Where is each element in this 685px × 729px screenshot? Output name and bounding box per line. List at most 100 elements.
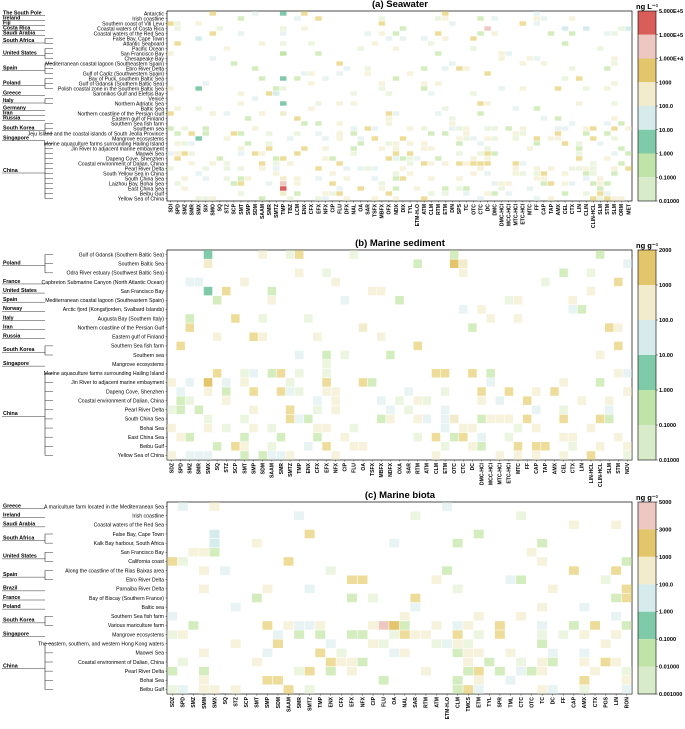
cell-bg [181, 141, 188, 146]
cell-bg [301, 146, 308, 151]
column-label: SDM [253, 204, 259, 215]
cell-bg [313, 396, 322, 405]
row-label: Mangrove ecosystems [112, 632, 164, 638]
cell-bg [463, 126, 470, 131]
cell-bg [463, 666, 474, 676]
column-label: AMX [556, 203, 562, 215]
cell-bg [449, 126, 456, 131]
cell-bg [188, 131, 195, 136]
cell-bg [442, 36, 449, 41]
cell-bg [209, 111, 217, 116]
column-label: OA [392, 697, 398, 705]
cell-bg [513, 295, 523, 305]
cell-bg [568, 442, 577, 451]
cell-bg [604, 323, 614, 332]
row-label: East China Sea [128, 435, 164, 441]
cell-bg [367, 286, 377, 296]
cell-bg [449, 21, 456, 26]
cell-bg [442, 106, 449, 111]
cell-bg [304, 584, 315, 594]
cell-bg [442, 566, 453, 575]
column-label: SCP [232, 203, 238, 214]
cell-bg [308, 81, 315, 86]
cell-bg [435, 156, 442, 161]
cell-bg [177, 502, 188, 511]
cell-bg [595, 442, 605, 451]
cell-bg [209, 56, 217, 61]
cell-bg [336, 136, 343, 141]
cell-bg [541, 442, 550, 451]
column-label: OTC [471, 204, 477, 215]
country-label: South Korea [3, 618, 35, 624]
cell-bg [258, 76, 266, 81]
cell-bg [561, 41, 569, 46]
cell-bg [223, 176, 231, 181]
cell-bg [614, 323, 623, 332]
heatmap-frame [166, 501, 633, 695]
column-label: OA [359, 204, 365, 212]
heatmap-cell [358, 323, 368, 332]
cell-bg [486, 378, 495, 387]
colorbar-segment [638, 177, 656, 201]
column-label: EFX [324, 462, 330, 473]
heatmap-cell [625, 26, 632, 31]
heatmap-cell [280, 11, 287, 16]
column-label: EFX [350, 696, 356, 707]
cell-bg [294, 268, 304, 278]
cell-bg [237, 31, 245, 36]
row-label: Marine aquaculture farms surrounding Hai… [44, 141, 164, 147]
row-label: Irish coastline [132, 16, 164, 22]
cell-bg [491, 151, 498, 156]
cell-bg [559, 405, 568, 415]
cell-bg [498, 56, 505, 61]
column-label: NAL [403, 697, 409, 707]
cell-bg [283, 621, 294, 630]
cell-bg [251, 657, 262, 667]
column-label: MTC [528, 204, 534, 215]
row-label: Northern Adriatic Sea [115, 101, 164, 107]
cell-bg [188, 621, 199, 630]
cell-bg [322, 196, 329, 201]
cell-bg [611, 56, 618, 61]
column-label: CTC [478, 204, 484, 215]
cell-bg [406, 171, 414, 176]
colorbar-segment [638, 611, 656, 640]
cell-bg [378, 81, 386, 86]
cell-bg [177, 657, 188, 667]
cell-bg [276, 368, 286, 378]
country-label: Saudi Arabia [3, 522, 35, 528]
cell-bg [420, 666, 431, 676]
column-label: SCP [233, 462, 239, 473]
row-label: Ebro River Delta [126, 66, 164, 72]
cell-bg [203, 451, 213, 460]
cell-bg [452, 639, 463, 648]
cell-bg [378, 186, 386, 191]
cell-bg [368, 621, 379, 630]
cell-bg [504, 387, 514, 396]
colorbar-tick-label: 1000 [659, 555, 671, 561]
cell-bg [516, 666, 527, 676]
row-label: Maowei Sea [135, 651, 164, 657]
cell-bg [559, 378, 568, 387]
country-label: Iran [3, 110, 13, 116]
colorbar-tick-label: 2000 [659, 248, 671, 254]
heatmap-cell [280, 76, 287, 81]
cell-bg [185, 323, 195, 332]
cell-bg [185, 396, 195, 405]
cell-bg [216, 156, 224, 161]
cell-bg [468, 368, 477, 378]
cell-bg [392, 176, 400, 181]
column-label: DMC-HCI [499, 203, 505, 226]
colorbar-tick-label: 100.0 [659, 318, 673, 324]
cell-bg [477, 432, 486, 442]
cell-bg [611, 151, 618, 156]
cell-bg [604, 191, 611, 196]
cell-bg [452, 621, 463, 630]
colorbar-tick-label: 0.1000 [659, 175, 676, 181]
cell-bg [442, 16, 449, 21]
cell-bg [287, 196, 294, 201]
cell-bg [167, 111, 174, 116]
cell-bg [413, 432, 422, 442]
column-label: SAR [413, 697, 419, 708]
cell-bg [477, 16, 484, 21]
